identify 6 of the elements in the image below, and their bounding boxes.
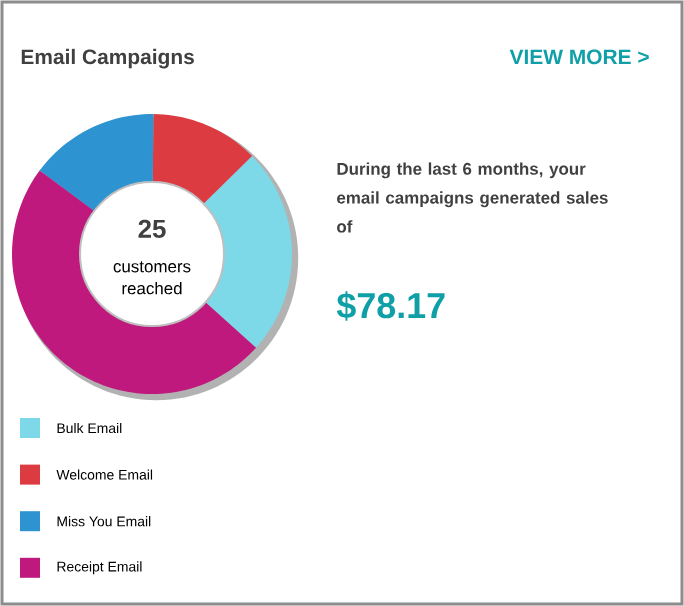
text: VIEW MORE >: [509, 49, 649, 65]
text: $78.17: [336, 291, 445, 321]
chart-title: Email Campaigns: [21, 48, 194, 69]
text: 25: [138, 219, 166, 238]
text: During the last 6 months, your email campaigns generated sales of: [337, 162, 608, 233]
text: customers reached: [113, 261, 191, 295]
